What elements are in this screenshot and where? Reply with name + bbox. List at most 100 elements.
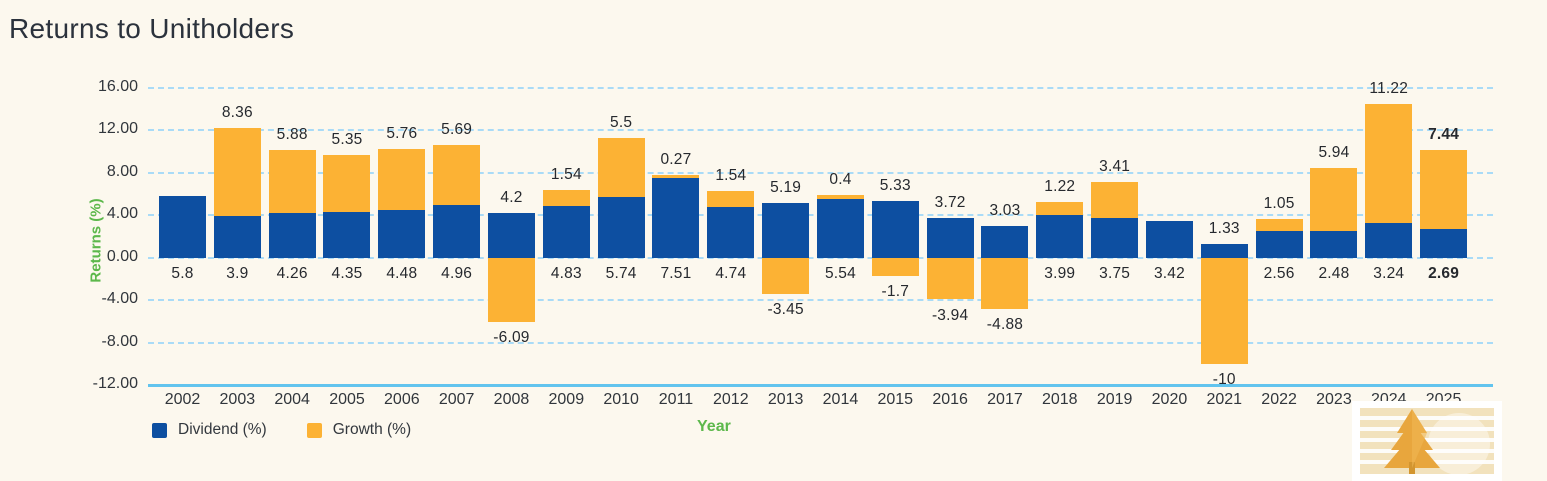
growth-value-label: -3.45 <box>767 301 804 319</box>
dividend-bar <box>597 196 645 258</box>
growth-bar <box>1365 104 1413 224</box>
growth-value-label: -10 <box>1212 370 1236 388</box>
growth-value-label: 11.22 <box>1369 80 1409 98</box>
dividend-bar <box>159 196 206 258</box>
dividend-value-label: 3.72 <box>934 194 966 212</box>
growth-bar <box>542 190 590 207</box>
growth-value-label: 1.22 <box>1044 178 1076 196</box>
y-tick-label: 4.00 <box>106 205 138 223</box>
x-tick-label: 2019 <box>1096 391 1133 408</box>
gridline <box>148 299 1493 302</box>
x-tick-label: 2003 <box>219 391 256 408</box>
x-tick-label: 2008 <box>493 391 530 408</box>
growth-bar <box>707 191 755 208</box>
dividend-bar <box>487 213 535 258</box>
growth-bar <box>597 138 645 197</box>
x-tick-label: 2011 <box>658 391 694 408</box>
dividend-value-label: 2.69 <box>1428 264 1460 282</box>
growth-bar <box>1255 219 1303 231</box>
growth-value-label: -6.09 <box>493 329 530 347</box>
dividend-bar <box>378 210 426 258</box>
dividend-value-label: 3.42 <box>1153 264 1185 282</box>
growth-bar <box>1036 202 1084 216</box>
dividend-bar <box>1365 223 1413 258</box>
growth-value-label: -3.94 <box>931 306 969 324</box>
dividend-value-label: 4.48 <box>386 264 418 282</box>
x-axis-label: Year <box>697 418 731 435</box>
gridline <box>148 129 1493 132</box>
page-title: Returns to Unitholders <box>9 13 295 44</box>
x-tick-label: 2007 <box>438 391 475 408</box>
gridline <box>148 171 1493 174</box>
dividend-value-label: 3.9 <box>226 264 249 282</box>
dividend-bar <box>707 207 755 258</box>
growth-value-label: 5.5 <box>610 114 633 132</box>
x-tick-label: 2010 <box>603 391 639 408</box>
x-tick-label: 2009 <box>548 391 585 408</box>
x-tick-label: 2013 <box>767 391 804 408</box>
y-tick-label: 12.00 <box>97 120 138 138</box>
growth-value-label: 7.44 <box>1428 126 1460 144</box>
x-tick-label: 2020 <box>1151 391 1188 408</box>
dividend-bar <box>652 178 700 258</box>
growth-bar <box>926 257 974 300</box>
dividend-value-label: 4.74 <box>715 264 747 282</box>
y-tick-label: -4.00 <box>101 290 138 308</box>
dividend-bar <box>542 206 590 258</box>
dividend-bar <box>1036 215 1084 258</box>
y-tick-label: 0.00 <box>106 247 138 265</box>
growth-value-label: 5.88 <box>276 126 308 144</box>
growth-value-label: -1.7 <box>881 282 910 300</box>
dividend-bar <box>433 205 481 258</box>
x-tick-label: 2012 <box>713 391 749 408</box>
growth-bar <box>487 257 535 323</box>
y-tick-label: 8.00 <box>106 162 138 180</box>
growth-value-label: 1.54 <box>550 166 582 184</box>
growth-bar <box>1310 168 1358 232</box>
growth-value-label: 8.36 <box>221 103 253 121</box>
dividend-value-label: 4.96 <box>441 264 473 282</box>
legend-item-dividend: Dividend (%) <box>152 421 267 439</box>
dividend-bar <box>1310 231 1358 258</box>
dividend-value-label: 7.51 <box>660 264 692 282</box>
growth-value-label: 1.05 <box>1263 195 1295 213</box>
dividend-bar <box>871 201 919 258</box>
dividend-value-label: 2.56 <box>1263 264 1295 282</box>
growth-bar <box>378 149 426 211</box>
growth-bar <box>981 257 1029 310</box>
dividend-value-label: 3.75 <box>1099 264 1131 282</box>
growth-bar <box>268 150 316 213</box>
returns-chart: 16.00 12.00 8.00 4.00 0.00 -4.00 -8.00 -12.00 5… <box>88 78 1493 439</box>
dividend-bar <box>1091 217 1139 258</box>
dividend-bar <box>268 212 316 258</box>
dividend-bar <box>1420 229 1468 258</box>
dividend-bar <box>981 225 1029 258</box>
growth-value-label: 5.69 <box>441 120 473 138</box>
x-tick-label: 2018 <box>1041 391 1078 408</box>
x-tick-label: 2017 <box>987 391 1023 408</box>
growth-bar <box>1420 150 1468 230</box>
company-logo <box>1352 401 1502 481</box>
dividend-bar <box>926 218 974 258</box>
chart-legend: Dividend (%) Growth (%) <box>152 421 411 439</box>
x-tick-label: 2002 <box>164 391 201 408</box>
x-axis-line <box>148 384 1493 387</box>
gridline <box>148 87 1493 89</box>
dividend-value-label: 4.83 <box>550 264 582 282</box>
x-tick-label: 2023 <box>1316 391 1352 408</box>
gridline <box>148 341 1493 344</box>
x-tick-label: 2014 <box>822 391 859 408</box>
dividend-value-label: 2.48 <box>1318 264 1350 282</box>
growth-value-label: 5.76 <box>386 125 418 143</box>
growth-value-label: 3.41 <box>1099 157 1131 175</box>
growth-value-label: 5.35 <box>331 130 363 148</box>
dividend-value-label: 4.26 <box>276 264 308 282</box>
dividend-value-label: 3.99 <box>1044 264 1076 282</box>
dividend-value-label: 5.8 <box>171 264 194 282</box>
legend-label: Dividend (%) <box>178 421 267 438</box>
growth-bar <box>213 127 261 217</box>
dividend-value-label: 3.03 <box>989 201 1021 219</box>
dividend-value-label: 5.19 <box>770 178 802 196</box>
x-tick-label: 2004 <box>274 391 310 408</box>
legend-item-growth: Growth (%) <box>306 421 411 439</box>
